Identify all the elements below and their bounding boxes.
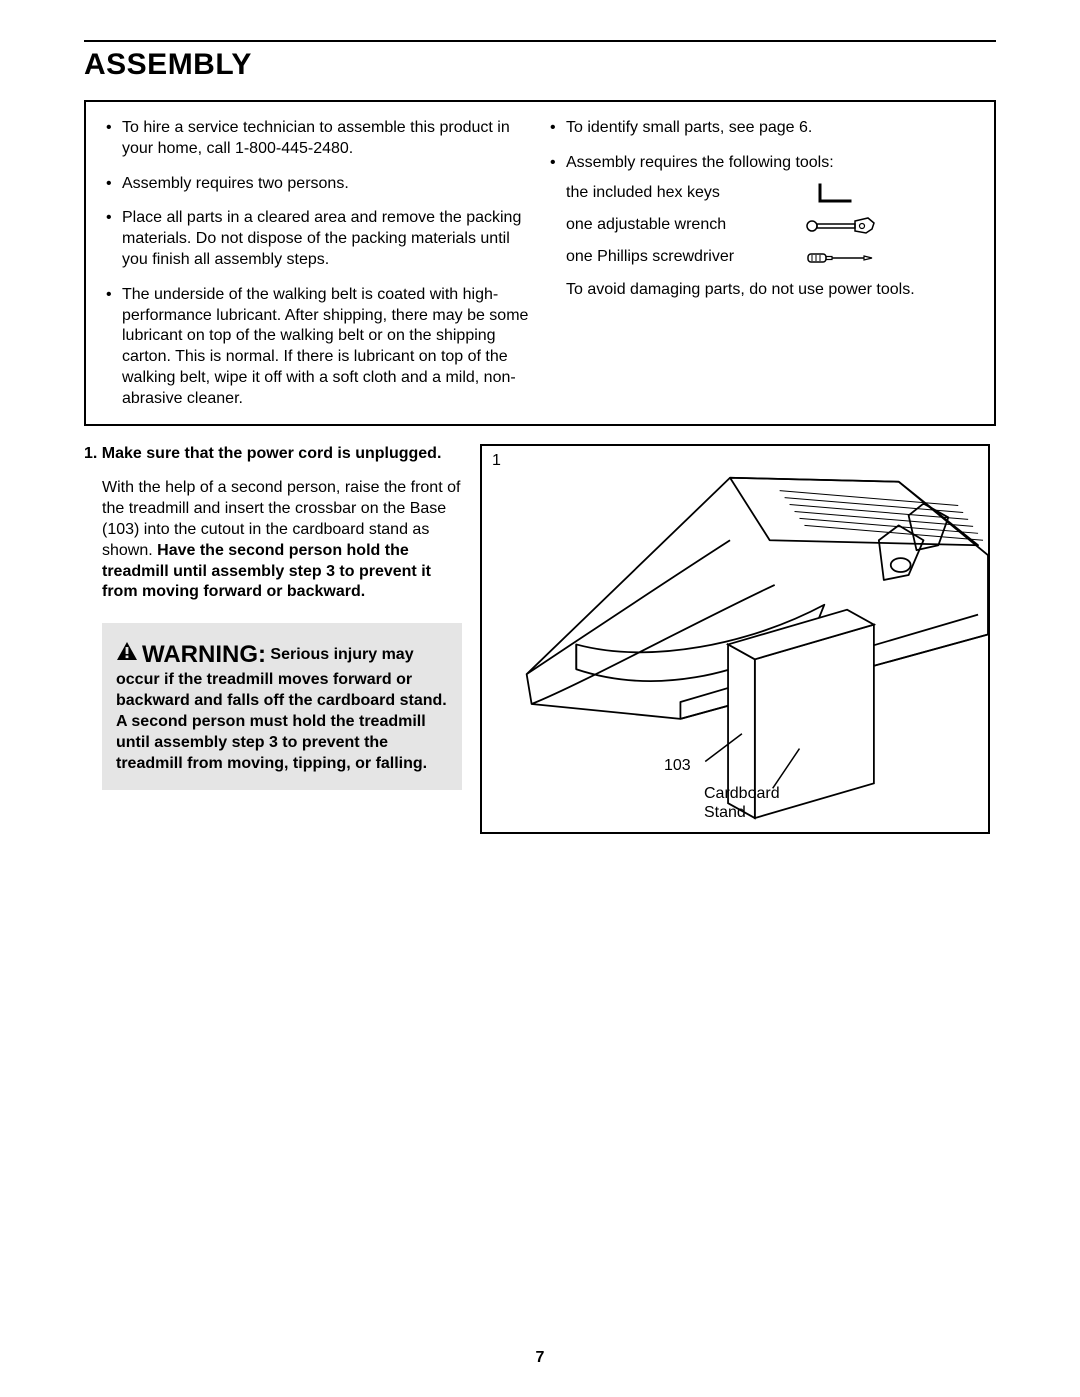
info-box: To hire a service technician to assemble… (84, 100, 996, 426)
bullet-item: To hire a service technician to assemble… (104, 118, 532, 160)
no-power-tools-note: To avoid damaging parts, do not use powe… (566, 280, 976, 301)
step-number: 1. (84, 445, 97, 462)
figure-label-cardboard-stand: Cardboard Stand (704, 784, 780, 822)
bullet-item: Assembly requires two persons. (104, 174, 532, 195)
hex-key-icon (806, 182, 876, 206)
page-number: 7 (0, 1349, 1080, 1367)
step-heading: 1. Make sure that the power cord is unpl… (84, 444, 462, 465)
step-1-text: 1. Make sure that the power cord is unpl… (84, 444, 462, 791)
info-right-column: To identify small parts, see page 6. Ass… (548, 118, 976, 410)
bullet-item: To identify small parts, see page 6. (548, 118, 976, 139)
bullet-item: Assembly requires the following tools: (548, 153, 976, 174)
screwdriver-icon (806, 246, 876, 270)
tool-label: one Phillips screwdriver (566, 247, 776, 268)
tool-row: one adjustable wrench (566, 214, 976, 238)
warning-title: WARNING: (142, 641, 266, 668)
figure-label-103: 103 (664, 756, 691, 775)
tool-label: the included hex keys (566, 183, 776, 204)
right-bullet-list: To identify small parts, see page 6. Ass… (548, 118, 976, 174)
wrench-icon (806, 214, 876, 238)
top-rule (84, 40, 996, 42)
info-left-column: To hire a service technician to assemble… (104, 118, 532, 410)
tool-label: one adjustable wrench (566, 215, 776, 236)
figure-1-svg (482, 446, 988, 833)
warning-triangle-icon (116, 641, 138, 668)
step-1-row: 1. Make sure that the power cord is unpl… (84, 444, 996, 834)
page: ASSEMBLY To hire a service technician to… (0, 0, 1080, 1397)
bullet-item: Place all parts in a cleared area and re… (104, 208, 532, 270)
section-title: ASSEMBLY (84, 48, 996, 82)
tool-row: the included hex keys (566, 182, 976, 206)
left-bullet-list: To hire a service technician to assemble… (104, 118, 532, 410)
step-body: With the help of a second person, raise … (84, 478, 462, 603)
figure-1-box: 1 (480, 444, 990, 834)
tool-row: one Phillips screwdriver (566, 246, 976, 270)
step-title: Make sure that the power cord is unplugg… (102, 445, 442, 462)
warning-block: WARNING: Serious injury may occur if the… (102, 623, 462, 790)
bullet-item: The underside of the walking belt is coa… (104, 285, 532, 410)
